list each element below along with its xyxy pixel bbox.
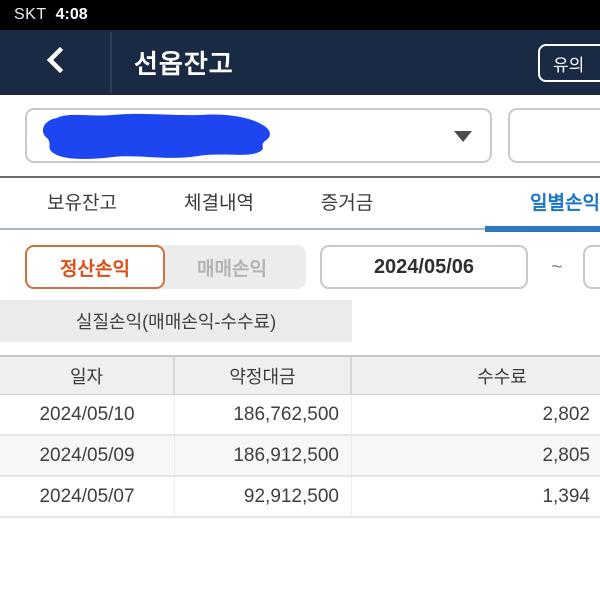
back-button[interactable] [0, 30, 110, 95]
toggle-trading-pl[interactable]: 매매손익 [158, 245, 306, 289]
pl-type-toggle: 정산손익 매매손익 [25, 245, 306, 289]
status-bar: SKT 4:08 [0, 0, 600, 30]
active-tab-underline [485, 226, 600, 232]
net-pl-value-cell [352, 300, 600, 342]
carrier-label: SKT [14, 6, 47, 23]
summary-row: 실질손익(매매손익-수수료) [0, 300, 600, 342]
tab-daily-pl[interactable]: 일별손익 [530, 192, 600, 214]
account-dropdown[interactable] [25, 108, 492, 163]
cell-date: 2024/05/10 [0, 395, 175, 434]
header-divider [110, 32, 112, 93]
filter-row: 정산손익 매매손익 2024/05/06 ~ [0, 232, 600, 300]
table-row[interactable]: 2024/05/09 186,912,500 2,805 [0, 436, 600, 477]
col-header-commission: 수수료 [477, 366, 527, 387]
cell-contract-amount: 186,762,500 [175, 395, 352, 434]
clock: 4:08 [55, 6, 88, 23]
chevron-left-icon [44, 46, 66, 79]
app-header: 선옵잔고 유의 [0, 30, 600, 95]
cell-contract-amount: 186,912,500 [175, 436, 352, 475]
table-row[interactable]: 2024/05/10 186,762,500 2,802 [0, 395, 600, 436]
net-pl-label: 실질손익(매매손익-수수료) [0, 300, 352, 342]
cell-commission: 1,394 [542, 485, 590, 507]
toggle-settlement-pl[interactable]: 정산손익 [25, 245, 165, 289]
tab-executions[interactable]: 체결내역 [184, 192, 254, 214]
cell-commission: 2,802 [542, 403, 590, 425]
cell-commission: 2,805 [542, 444, 590, 466]
dropdown-caret-icon [454, 131, 472, 142]
tab-bar: 보유잔고 체결내역 증거금 일별손익 [0, 178, 600, 232]
date-range-separator: ~ [551, 255, 563, 278]
date-to-input[interactable] [583, 245, 600, 289]
cell-date: 2024/05/09 [0, 436, 175, 475]
daily-pl-table: 일자 약정대금 수수료 2024/05/10 186,762,500 2,802… [0, 355, 600, 518]
blue-scribble-redaction-icon [33, 110, 275, 167]
tab-holdings[interactable]: 보유잔고 [47, 192, 117, 214]
cell-contract-amount: 92,912,500 [175, 477, 352, 516]
cell-date: 2024/05/07 [0, 477, 175, 516]
col-header-contract-amount: 약정대금 [175, 357, 352, 394]
secondary-dropdown[interactable] [508, 108, 600, 163]
tab-margin[interactable]: 증거금 [320, 192, 374, 214]
date-from-input[interactable]: 2024/05/06 [320, 245, 528, 289]
tabs-baseline [0, 228, 600, 230]
table-row[interactable]: 2024/05/07 92,912,500 1,394 [0, 477, 600, 518]
page-title: 선옵잔고 [134, 49, 234, 79]
account-row [0, 95, 600, 178]
table-header: 일자 약정대금 수수료 [0, 355, 600, 395]
col-header-date: 일자 [0, 357, 175, 394]
notice-button[interactable]: 유의 [538, 44, 600, 82]
